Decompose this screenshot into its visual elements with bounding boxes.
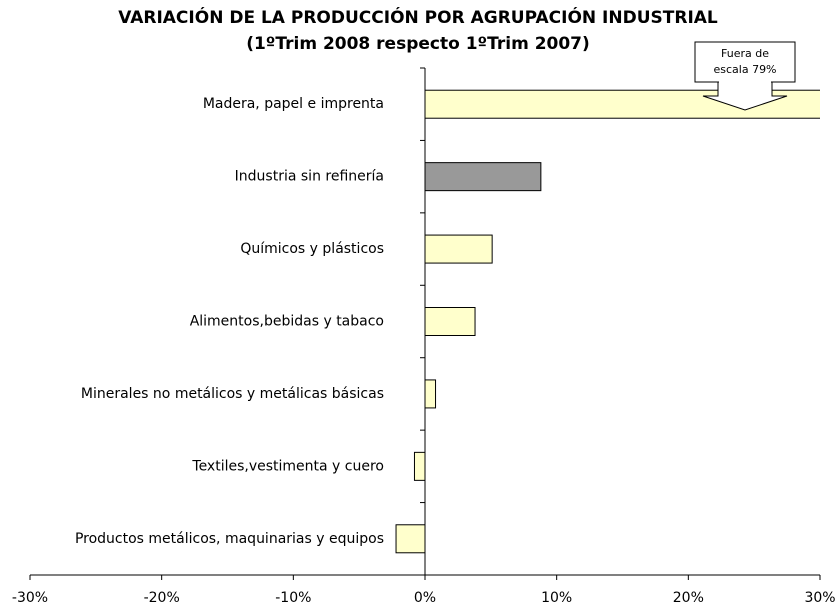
bar (424, 162, 542, 192)
x-tick-label: -30% (12, 590, 48, 606)
y-tick-label: Industria sin refinería (235, 169, 384, 185)
annotation-box (694, 41, 796, 83)
y-tick-label: Minerales no metálicos y metálicas básic… (81, 386, 384, 402)
y-tick-label: Productos metálicos, maquinarias y equip… (75, 531, 384, 547)
annotation-arrow (702, 81, 788, 111)
x-tick-label: 20% (673, 590, 704, 606)
x-tick-label: 10% (541, 590, 572, 606)
x-tick-label: -10% (275, 590, 311, 606)
annotation-text: Fuera de (721, 47, 769, 60)
y-tick-label: Alimentos,bebidas y tabaco (190, 314, 384, 330)
chart-subtitle: (1ºTrim 2008 respecto 1ºTrim 2007) (246, 34, 590, 54)
bar (424, 234, 493, 264)
bar (424, 379, 437, 409)
x-tick-label: 30% (804, 590, 835, 606)
bar (424, 89, 820, 119)
bar (424, 307, 476, 336)
x-tick-label: -20% (144, 590, 180, 606)
y-tick-label: Textiles,vestimenta y cuero (191, 458, 384, 474)
annotation-text: escala 79% (713, 63, 776, 76)
chart-title: VARIACIÓN DE LA PRODUCCIÓN POR AGRUPACIÓ… (118, 6, 718, 28)
bar (395, 524, 426, 554)
y-tick-label: Madera, papel e imprenta (203, 96, 384, 112)
bar (413, 451, 426, 481)
y-tick-label: Químicos y plásticos (240, 241, 384, 257)
x-tick-label: 0% (414, 590, 436, 606)
